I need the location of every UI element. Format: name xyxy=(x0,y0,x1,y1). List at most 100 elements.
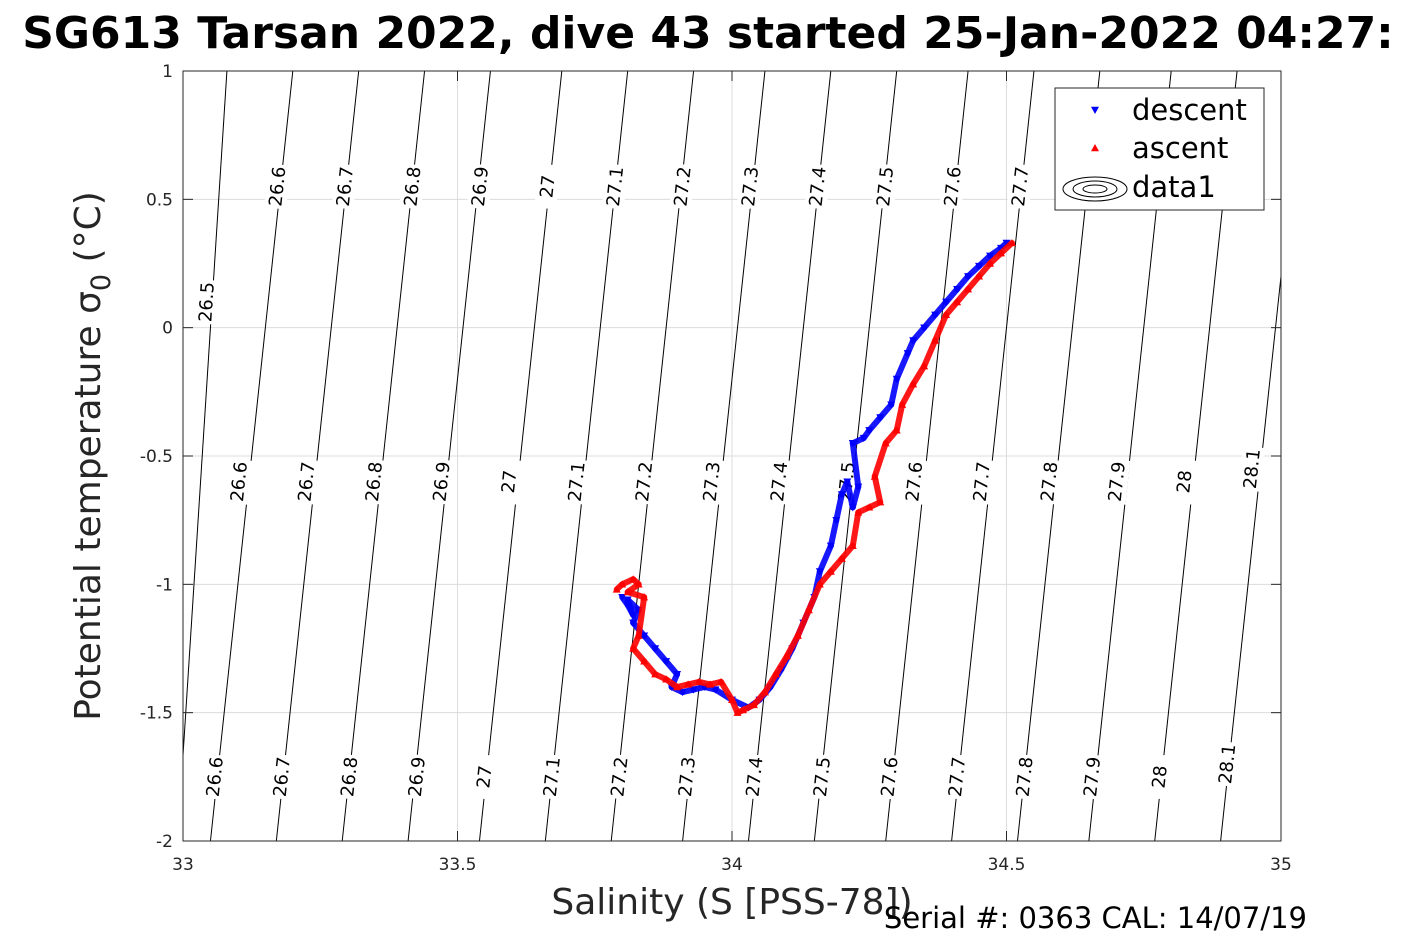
y-tick-label: -1 xyxy=(156,575,173,595)
isopycnal-label-bg xyxy=(399,163,426,210)
isopycnal-label: 27.3 xyxy=(738,166,763,208)
isopycnal-label: 27.2 xyxy=(607,756,632,798)
isopycnal-label-bg xyxy=(804,163,831,210)
legend-contour-swatch xyxy=(1082,184,1108,194)
isopycnal-label: 27.8 xyxy=(1037,461,1062,503)
isopycnal-label: 27.1 xyxy=(565,461,590,503)
isopycnal-label: 26.8 xyxy=(400,166,425,208)
descent-segment xyxy=(827,517,840,549)
isopycnal-label-bg xyxy=(201,753,229,800)
isopycnal-label-bg xyxy=(1078,753,1106,800)
isopycnal-label-bg xyxy=(1238,445,1266,492)
isopycnal-label-bg xyxy=(403,753,431,800)
isopycnal-label-bg xyxy=(808,753,836,800)
isopycnal-label-bg xyxy=(630,458,658,505)
isopycnal-label: 26.7 xyxy=(333,166,358,208)
isopycnal-label-bg xyxy=(601,163,629,210)
y-tick-label: 1 xyxy=(162,62,173,82)
isopycnal-label: 27 xyxy=(536,174,559,199)
isopycnal-label: 26.7 xyxy=(294,461,319,503)
isopycnal-label-bg xyxy=(225,458,253,505)
isopycnal-label-bg xyxy=(765,458,793,505)
isopycnal-label-bg xyxy=(360,458,388,505)
chart-title: SG613 Tarsan 2022, dive 43 started 25-Ja… xyxy=(22,8,1394,59)
isopycnal-label: 27.1 xyxy=(540,756,565,798)
descent-segment xyxy=(833,491,845,524)
legend-contour-swatch xyxy=(1072,180,1118,198)
isopycnal-label: 28 xyxy=(1173,469,1196,494)
isopycnal-label-bg xyxy=(943,753,971,800)
isopycnal-label-bg xyxy=(736,163,764,210)
isopycnal-label: 27.3 xyxy=(700,461,725,503)
descent-segment xyxy=(893,350,911,382)
x-tick-label: 33 xyxy=(172,855,194,875)
y-tick-label: -0.5 xyxy=(140,447,173,467)
isopycnal-label-bg xyxy=(669,163,696,210)
grid xyxy=(182,70,1282,842)
y-axis-label-subscript: 0 xyxy=(86,274,117,291)
isopycnal-label: 27 xyxy=(498,469,521,494)
isopycnal-label: 26.6 xyxy=(265,166,290,208)
y-axis-label-main: Potential temperature xyxy=(68,314,109,721)
isopycnal-label-bg xyxy=(264,163,291,210)
isopycnal-contours: 26.5 26.6 26.6 26.6 26.7 26.7 26.7 26.8 26.8 26.8… xyxy=(183,71,1281,841)
ascent-segment xyxy=(783,632,801,660)
isopycnal-label: 27.7 xyxy=(945,756,970,798)
isopycnal-label-bg xyxy=(534,163,561,210)
legend: descent ascent data1 xyxy=(1054,87,1265,211)
descent-segment xyxy=(849,440,862,490)
isopycnal-label-bg xyxy=(495,458,523,505)
isopycnal-label: 26.9 xyxy=(405,756,430,798)
ascent-segment xyxy=(871,440,889,480)
isopycnal-label-bg xyxy=(471,753,498,800)
descent-segment xyxy=(888,376,900,408)
isopycnal-label-bg xyxy=(194,279,219,325)
descent-segment xyxy=(849,483,862,511)
ascent-point xyxy=(1007,238,1016,247)
ascent-segment xyxy=(718,678,735,703)
isopycnal-label-bg xyxy=(698,458,725,505)
isopycnal-label-bg xyxy=(538,753,566,800)
isopycnal-label-bg xyxy=(741,753,768,800)
ascent-segment xyxy=(932,311,950,344)
isopycnal-label-bg xyxy=(871,163,899,210)
y-axis-label-unit: (°C) xyxy=(68,191,109,274)
isopycnal-label: 27.2 xyxy=(632,461,657,503)
y-axis-label-sigma: σ xyxy=(68,291,109,314)
isopycnal-label-bg xyxy=(336,753,363,800)
y-tick-label: -2 xyxy=(156,832,173,852)
legend-ascent-label: ascent xyxy=(1132,131,1228,165)
isopycnal-label: 27.5 xyxy=(810,756,835,798)
isopycnal-label-bg xyxy=(428,458,455,505)
isopycnal-label: 27.3 xyxy=(675,756,700,798)
isopycnal-label-bg xyxy=(268,753,296,800)
isopycnal-label: 26.8 xyxy=(337,756,362,798)
isopycnal-label: 27.1 xyxy=(603,166,628,208)
axis-ticks: 33 33.5 34 34.5 35 1 0.5 0 -0.5 -1 -1.5 -2 xyxy=(140,62,1292,875)
descent-point xyxy=(1002,239,1011,247)
isopycnal-label: 27.6 xyxy=(941,166,966,208)
isopycnal-label-bg xyxy=(673,753,701,800)
isopycnal-label-bg xyxy=(1171,458,1198,505)
isopycnal-label: 28.1 xyxy=(1240,448,1265,490)
legend-descent-label: descent xyxy=(1132,93,1247,127)
isopycnal-label: 27.9 xyxy=(1080,756,1105,798)
isopycnal-label: 26.7 xyxy=(270,756,295,798)
isopycnal-label-bg xyxy=(1011,753,1038,800)
isopycnal-label-bg xyxy=(466,163,494,210)
isopycnal-label: 26.8 xyxy=(362,461,387,503)
isopycnal-label: 27.4 xyxy=(742,756,767,798)
isopycnal-label: 26.5 xyxy=(195,281,219,322)
plot-area: 26.5 26.6 26.6 26.6 26.7 26.7 26.7 26.8 26.8 26.8… xyxy=(183,71,1281,841)
isopycnal-label: 27.4 xyxy=(806,166,831,208)
ascent-segment xyxy=(921,337,939,370)
x-axis-label: Salinity (S [PSS-78]) xyxy=(551,882,912,923)
isopycnal-label-bg xyxy=(968,458,996,505)
isopycnal-label: 27.5 xyxy=(873,166,898,208)
ascent-segment xyxy=(635,594,648,639)
y-tick-label: 0.5 xyxy=(146,190,173,210)
y-tick-label: 0 xyxy=(162,319,173,339)
isopycnal-label-bg xyxy=(331,163,359,210)
isopycnal-label: 26.9 xyxy=(430,461,455,503)
